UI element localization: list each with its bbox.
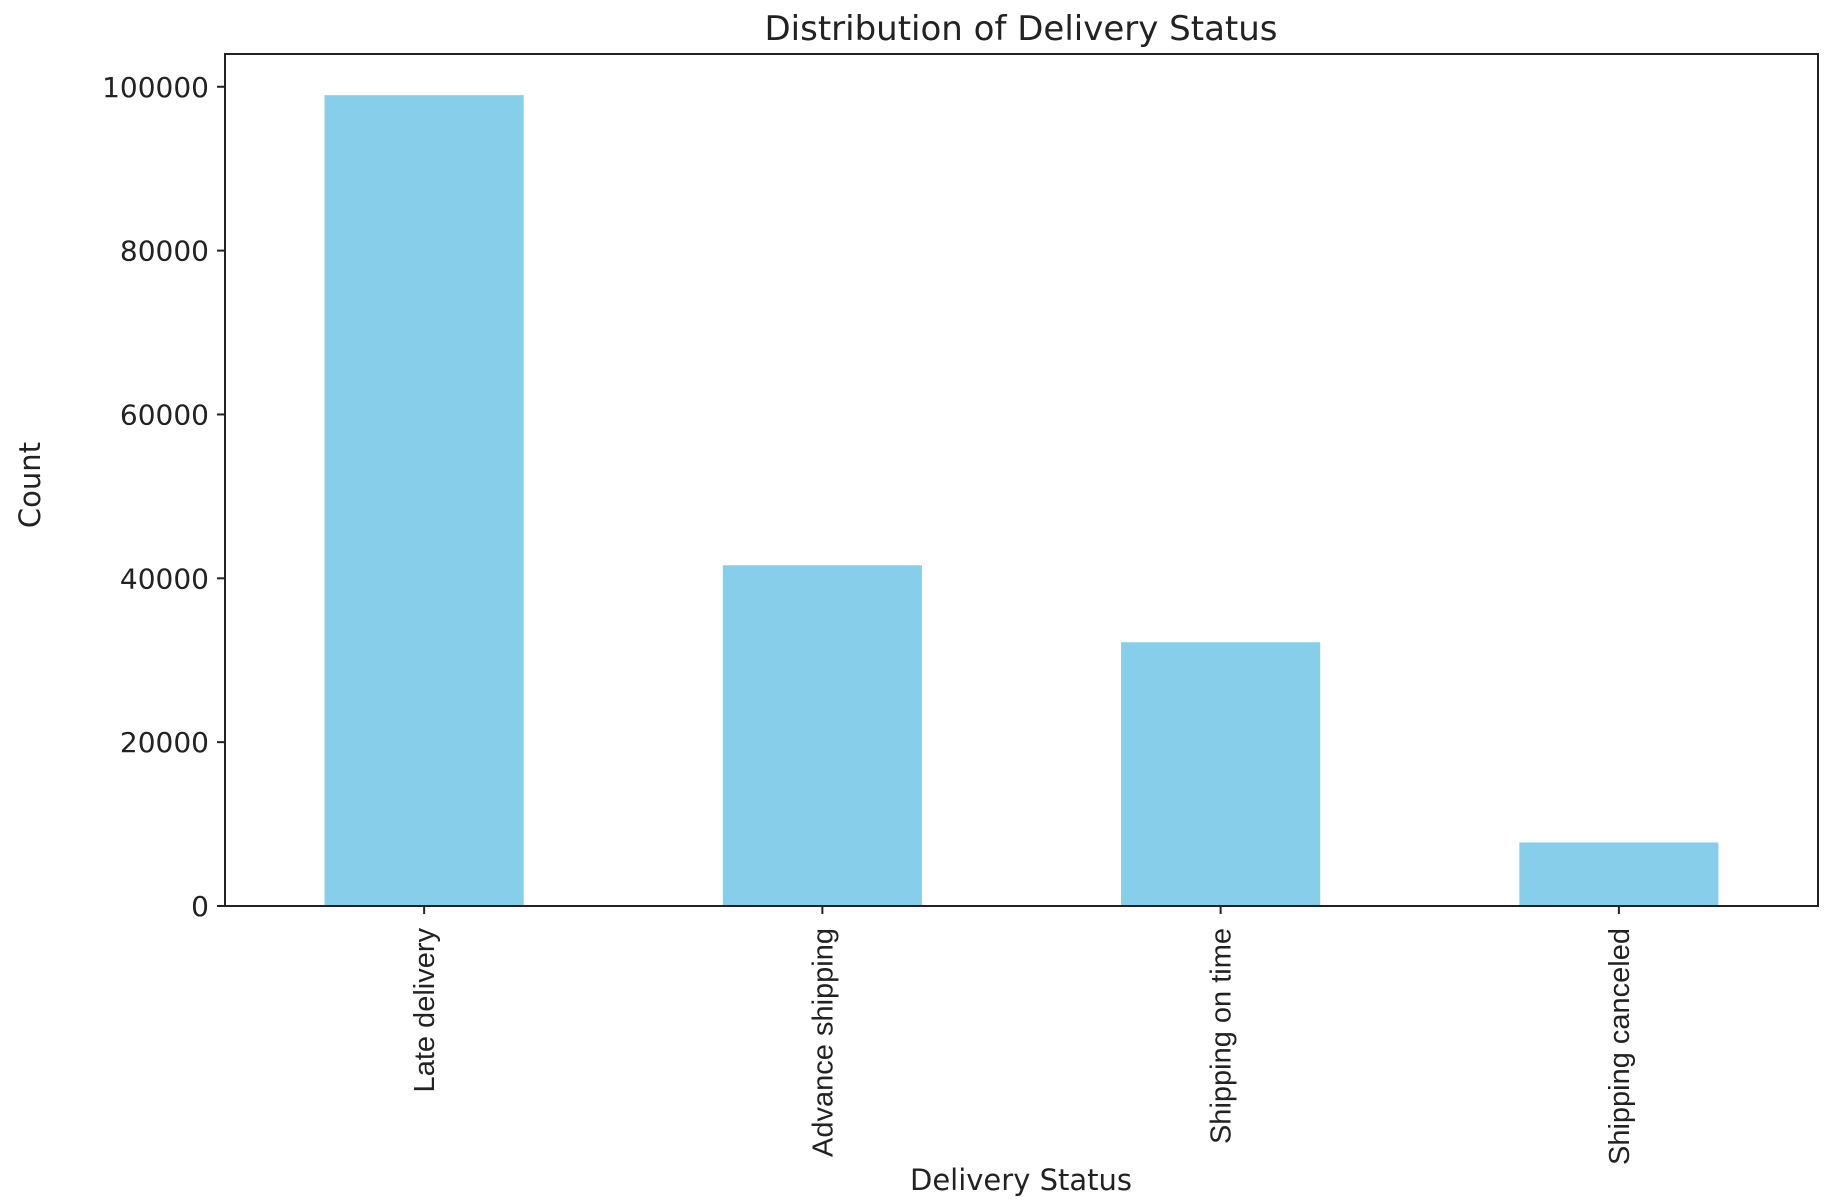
plot-frame bbox=[224, 53, 1819, 907]
x-tick-label-1: Advance shipping bbox=[807, 928, 839, 1157]
y-tick-label-5: 100000 bbox=[102, 71, 209, 104]
y-tick-label-2: 40000 bbox=[120, 562, 209, 595]
y-tick-label-4: 80000 bbox=[120, 235, 209, 268]
y-axis-title: Count bbox=[13, 442, 47, 528]
ticks-layer: Late delivery Advance shipping Shipping on… bbox=[102, 71, 1636, 1165]
x-axis-title: Delivery Status bbox=[910, 1163, 1132, 1197]
bars-layer bbox=[324, 95, 1719, 906]
y-tick-label-0: 0 bbox=[191, 890, 209, 923]
bar-1 bbox=[722, 565, 922, 906]
y-tick-label-1: 20000 bbox=[120, 726, 209, 759]
bar-3 bbox=[1519, 842, 1719, 906]
x-tick-label-0: Late delivery bbox=[409, 928, 441, 1093]
x-tick-label-3: Shipping canceled bbox=[1604, 928, 1636, 1165]
y-tick-label-3: 60000 bbox=[120, 398, 209, 431]
bar-2 bbox=[1121, 642, 1321, 906]
x-tick-label-2: Shipping on time bbox=[1206, 928, 1238, 1144]
chart-title: Distribution of Delivery Status bbox=[764, 9, 1277, 49]
bar-0 bbox=[324, 95, 524, 906]
